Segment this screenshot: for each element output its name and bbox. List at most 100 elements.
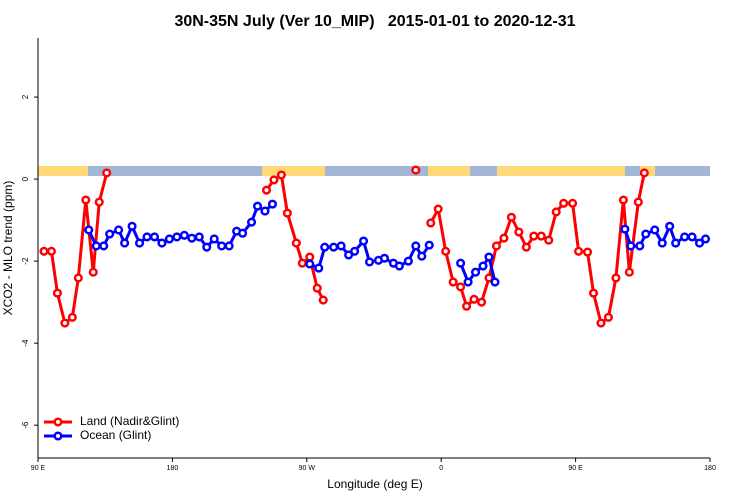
data-point — [164, 234, 174, 244]
data-point — [611, 273, 621, 283]
x-tick-label: 180 — [167, 465, 179, 472]
ocean-band — [325, 166, 428, 176]
data-point — [521, 242, 531, 252]
data-point — [394, 261, 404, 271]
data-point — [142, 232, 152, 242]
ocean-band — [470, 166, 497, 176]
data-point — [267, 199, 278, 209]
data-point — [318, 295, 328, 305]
data-point — [91, 241, 101, 251]
data-point — [417, 251, 427, 261]
data-point — [603, 312, 614, 322]
data-point — [84, 225, 94, 235]
data-point — [320, 242, 330, 252]
land-band — [262, 166, 325, 176]
data-point — [411, 241, 421, 251]
data-point — [448, 277, 458, 287]
data-point — [588, 288, 599, 298]
data-point — [134, 238, 145, 248]
data-point — [499, 233, 509, 243]
y-tick-label: 0 — [21, 176, 30, 181]
data-point — [67, 312, 77, 322]
data-point — [478, 261, 488, 271]
x-tick-label: 90 E — [568, 465, 583, 472]
data-point — [194, 232, 204, 242]
data-point — [624, 267, 634, 277]
data-point — [99, 241, 109, 251]
data-point — [102, 168, 112, 178]
data-point — [671, 238, 681, 248]
data-point — [157, 238, 167, 248]
data-point — [424, 240, 434, 250]
land-band — [428, 166, 470, 176]
data-point — [469, 294, 479, 304]
data-point — [641, 229, 651, 239]
data-point — [252, 201, 263, 211]
series-line — [87, 203, 707, 284]
data-point — [650, 225, 660, 235]
data-point — [73, 273, 83, 283]
y-tick-label: 2 — [21, 94, 30, 99]
land-band — [497, 166, 625, 176]
data-point — [127, 221, 137, 231]
data-point — [544, 235, 554, 245]
data-point — [694, 238, 705, 248]
data-point — [551, 207, 561, 217]
x-tick-label: 90 E — [31, 465, 46, 472]
ocean-band — [625, 166, 640, 176]
y-axis-title: XCO2 - MLO trend (ppm) — [1, 181, 15, 316]
data-point — [364, 257, 375, 267]
x-tick-label: 180 — [704, 465, 716, 472]
data-point — [490, 277, 500, 287]
data-point — [639, 168, 649, 178]
data-point — [635, 241, 645, 251]
data-point — [506, 212, 516, 222]
data-point — [344, 250, 354, 260]
data-point — [52, 288, 62, 298]
legend-label: Land (Nadir&Glint) — [80, 414, 179, 428]
data-point — [217, 241, 227, 251]
data-point — [114, 225, 124, 235]
data-point — [411, 165, 421, 175]
y-tick-label: -6 — [21, 421, 30, 429]
data-point — [314, 263, 324, 273]
data-point — [574, 246, 584, 256]
data-point — [282, 208, 292, 218]
data-point — [529, 231, 539, 241]
data-point — [358, 236, 369, 246]
legend-marker — [53, 431, 63, 441]
data-point — [379, 253, 390, 263]
data-point — [202, 242, 212, 252]
data-point — [620, 224, 630, 234]
data-point — [269, 175, 279, 185]
land-band — [38, 166, 88, 176]
data-point — [426, 218, 436, 228]
data-point — [120, 238, 130, 248]
data-point — [476, 297, 487, 307]
data-point — [179, 230, 189, 240]
data-point — [596, 318, 606, 328]
y-tick-label: -2 — [21, 257, 30, 265]
data-point — [172, 232, 182, 242]
data-point — [484, 252, 494, 262]
data-point — [305, 252, 315, 262]
x-tick-label: 90 W — [299, 465, 316, 472]
data-point — [680, 232, 690, 242]
legend-label: Ocean (Glint) — [80, 428, 151, 442]
data-point — [81, 195, 91, 205]
data-point — [297, 258, 307, 268]
data-point — [224, 241, 234, 251]
data-point — [470, 267, 481, 277]
data-point — [187, 233, 197, 243]
data-point — [700, 234, 711, 244]
data-point — [657, 238, 667, 248]
ocean-band — [88, 166, 262, 176]
legend-marker — [53, 417, 63, 427]
chart-title: 30N-35N July (Ver 10_MIP) 2015-01-01 to … — [174, 13, 575, 30]
data-point — [462, 301, 472, 311]
data-point — [514, 227, 524, 237]
data-point — [246, 217, 257, 227]
data-point — [261, 185, 272, 195]
